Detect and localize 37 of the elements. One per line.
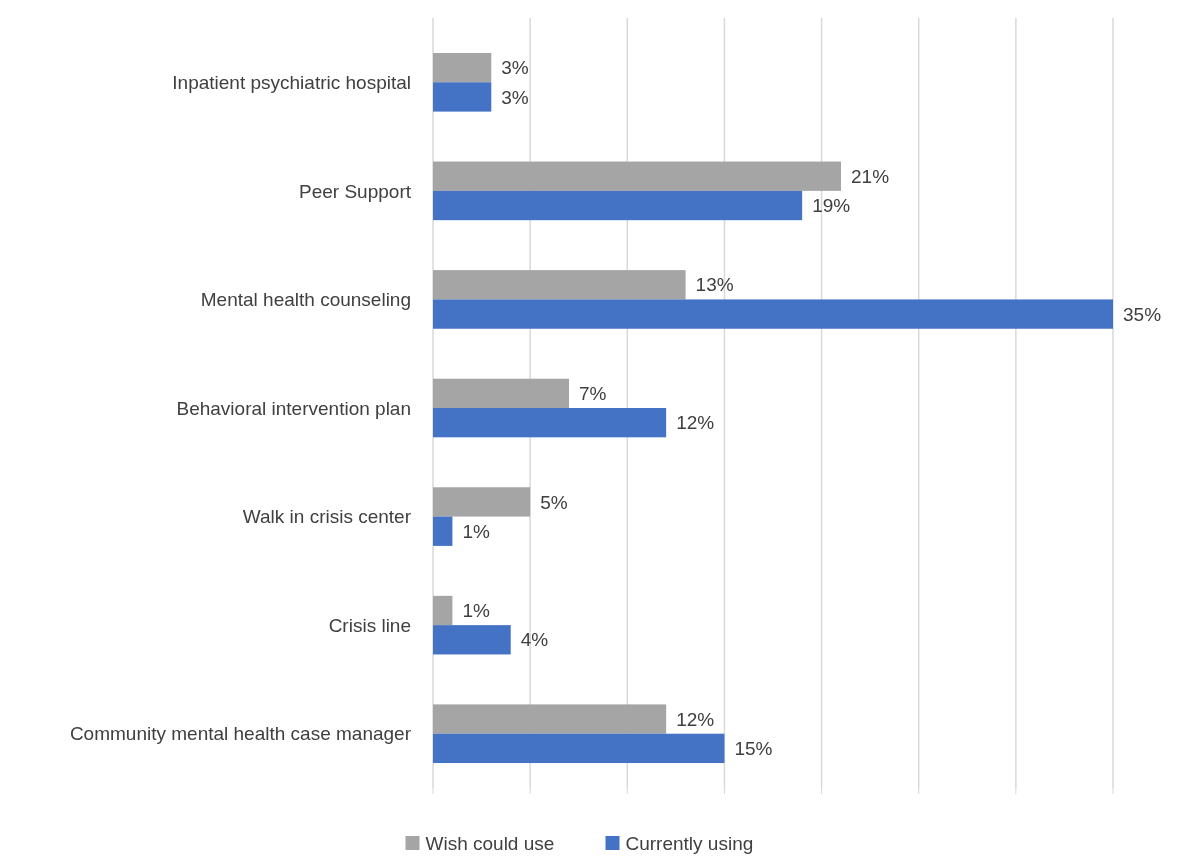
data-label: 12% xyxy=(676,412,715,434)
data-label: 5% xyxy=(540,491,568,513)
data-label: 1% xyxy=(462,520,490,542)
y-tick-label: Crisis line xyxy=(328,614,411,636)
legend-label: Wish could use xyxy=(425,832,555,854)
bar xyxy=(433,82,492,112)
data-label: 15% xyxy=(734,738,773,760)
bar xyxy=(433,299,1113,329)
bar xyxy=(433,516,453,546)
y-tick-label: Peer Support xyxy=(299,180,412,202)
legend-label: Currently using xyxy=(625,832,754,854)
data-label: 12% xyxy=(676,708,715,730)
data-label: 3% xyxy=(501,57,529,79)
data-label: 13% xyxy=(695,274,734,296)
data-label: 7% xyxy=(579,382,607,404)
y-tick-label: Mental health counseling xyxy=(200,289,411,311)
bar xyxy=(433,733,725,764)
bar xyxy=(433,487,531,517)
bar xyxy=(433,190,803,221)
bar xyxy=(433,161,841,191)
bar xyxy=(433,270,686,300)
y-tick-label: Walk in crisis center xyxy=(242,506,412,528)
data-label: 21% xyxy=(851,165,890,187)
bar xyxy=(433,625,511,655)
bar xyxy=(433,595,453,626)
data-label: 19% xyxy=(812,195,851,217)
bar xyxy=(433,378,569,408)
data-label: 4% xyxy=(520,629,549,651)
bar xyxy=(433,52,492,83)
y-tick-label: Behavioral intervention plan xyxy=(176,397,411,419)
y-tick-label: Community mental health case manager xyxy=(69,723,412,745)
y-tick-label: Inpatient psychiatric hospital xyxy=(172,71,411,93)
bar xyxy=(433,408,667,438)
data-label: 1% xyxy=(462,600,490,622)
data-label: 3% xyxy=(501,86,529,108)
bar xyxy=(433,704,667,734)
data-label: 35% xyxy=(1123,303,1162,325)
